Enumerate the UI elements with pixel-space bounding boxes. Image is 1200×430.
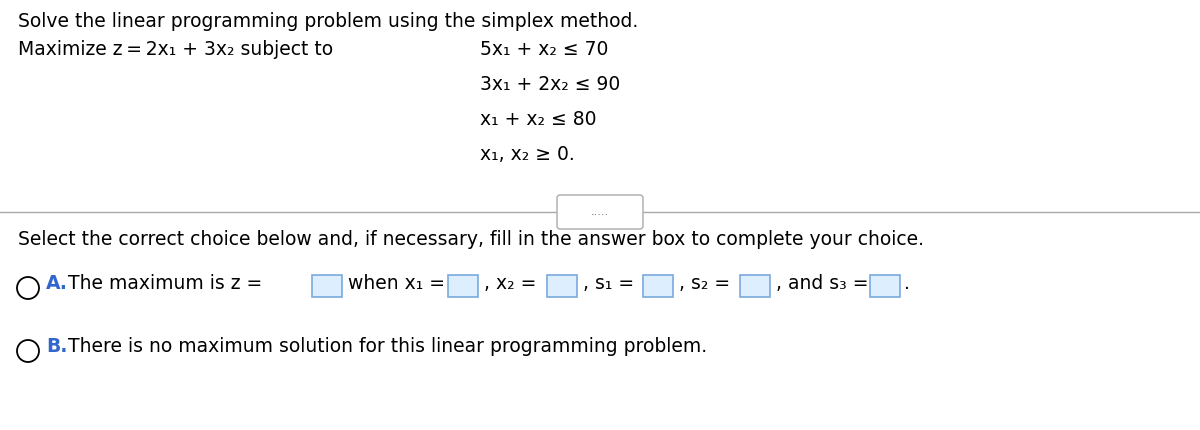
Text: when x₁ =: when x₁ = xyxy=(348,274,445,293)
Text: The maximum is z =: The maximum is z = xyxy=(68,274,263,293)
Text: , s₂ =: , s₂ = xyxy=(679,274,730,293)
Text: , x₂ =: , x₂ = xyxy=(484,274,536,293)
FancyBboxPatch shape xyxy=(448,275,478,297)
Text: x₁ + x₂ ≤ 80: x₁ + x₂ ≤ 80 xyxy=(480,110,596,129)
FancyBboxPatch shape xyxy=(870,275,900,297)
FancyBboxPatch shape xyxy=(740,275,770,297)
FancyBboxPatch shape xyxy=(557,195,643,229)
Text: There is no maximum solution for this linear programming problem.: There is no maximum solution for this li… xyxy=(68,337,707,356)
Text: .: . xyxy=(904,274,910,293)
FancyBboxPatch shape xyxy=(312,275,342,297)
Text: x₁, x₂ ≥ 0.: x₁, x₂ ≥ 0. xyxy=(480,145,575,164)
Text: 5x₁ + x₂ ≤ 70: 5x₁ + x₂ ≤ 70 xyxy=(480,40,608,59)
Text: Maximize z = 2x₁ + 3x₂ subject to: Maximize z = 2x₁ + 3x₂ subject to xyxy=(18,40,334,59)
Text: Solve the linear programming problem using the simplex method.: Solve the linear programming problem usi… xyxy=(18,12,638,31)
Text: A.: A. xyxy=(46,274,68,293)
Text: .....: ..... xyxy=(590,207,610,217)
Text: , s₁ =: , s₁ = xyxy=(583,274,634,293)
FancyBboxPatch shape xyxy=(547,275,577,297)
Text: , and s₃ =: , and s₃ = xyxy=(776,274,869,293)
FancyBboxPatch shape xyxy=(643,275,673,297)
Text: Select the correct choice below and, if necessary, fill in the answer box to com: Select the correct choice below and, if … xyxy=(18,230,924,249)
Text: B.: B. xyxy=(46,337,67,356)
Text: 3x₁ + 2x₂ ≤ 90: 3x₁ + 2x₂ ≤ 90 xyxy=(480,75,620,94)
